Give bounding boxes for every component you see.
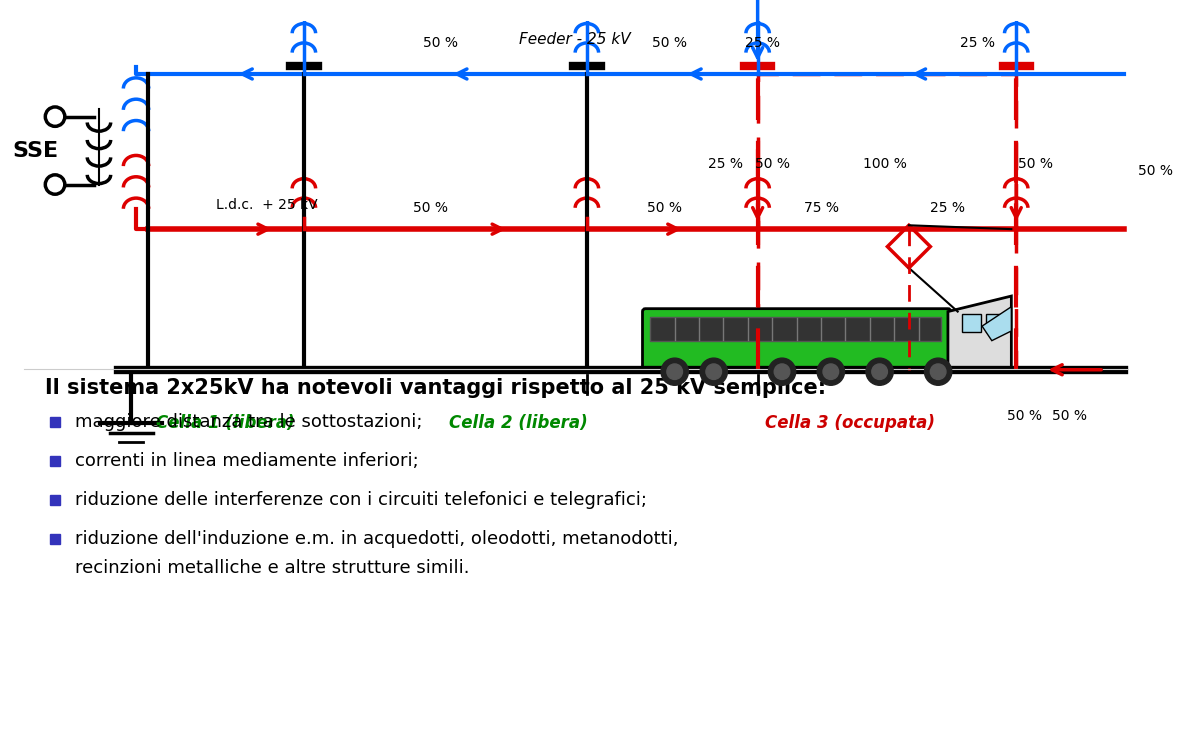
Text: recinzioni metalliche e altre strutture simili.: recinzioni metalliche e altre strutture … xyxy=(74,558,470,577)
Text: SSE: SSE xyxy=(13,141,59,160)
Circle shape xyxy=(872,364,887,380)
Circle shape xyxy=(706,364,722,380)
Circle shape xyxy=(823,364,839,380)
FancyBboxPatch shape xyxy=(643,308,951,371)
Text: Cella 1 (libera): Cella 1 (libera) xyxy=(157,414,295,432)
Polygon shape xyxy=(947,296,1011,368)
Text: 50 %: 50 % xyxy=(1006,408,1042,423)
Circle shape xyxy=(930,364,946,380)
Text: 25 %: 25 % xyxy=(931,200,965,214)
Text: 50 %: 50 % xyxy=(647,200,683,214)
Text: 25 %: 25 % xyxy=(707,157,743,171)
Text: maggiore distanza tra le sottostazioni;: maggiore distanza tra le sottostazioni; xyxy=(74,413,423,431)
Text: 25 %: 25 % xyxy=(959,36,995,50)
Circle shape xyxy=(661,358,689,386)
Text: 25 %: 25 % xyxy=(745,36,780,50)
Text: L.d.c.  + 25 kV: L.d.c. + 25 kV xyxy=(217,198,318,211)
Circle shape xyxy=(866,358,893,386)
Circle shape xyxy=(817,358,844,386)
Text: 75 %: 75 % xyxy=(804,200,838,214)
Text: 50 %: 50 % xyxy=(413,200,448,214)
Text: riduzione delle interferenze con i circuiti telefonici e telegrafici;: riduzione delle interferenze con i circu… xyxy=(74,491,646,509)
Text: Cella 3 (occupata): Cella 3 (occupata) xyxy=(765,414,936,432)
FancyBboxPatch shape xyxy=(986,314,1005,332)
Text: 50 %: 50 % xyxy=(754,157,790,171)
Polygon shape xyxy=(982,307,1011,340)
Text: Il sistema 2x25kV ha notevoli vantaggi rispetto al 25 kV semplice:: Il sistema 2x25kV ha notevoli vantaggi r… xyxy=(45,378,826,399)
Text: 50 %: 50 % xyxy=(652,36,687,50)
Circle shape xyxy=(924,358,952,386)
Text: 100 %: 100 % xyxy=(863,157,906,171)
Circle shape xyxy=(769,358,796,386)
Text: Feeder - 25 kV: Feeder - 25 kV xyxy=(519,31,631,47)
Text: 50 %: 50 % xyxy=(423,36,458,50)
Text: correnti in linea mediamente inferiori;: correnti in linea mediamente inferiori; xyxy=(74,452,418,470)
Circle shape xyxy=(667,364,683,380)
FancyBboxPatch shape xyxy=(962,314,982,332)
Circle shape xyxy=(700,358,727,386)
Text: 50 %: 50 % xyxy=(1138,164,1173,178)
FancyBboxPatch shape xyxy=(651,317,942,340)
Text: Cella 2 (libera): Cella 2 (libera) xyxy=(450,414,588,432)
Text: riduzione dell'induzione e.m. in acquedotti, oleodotti, metanodotti,: riduzione dell'induzione e.m. in acquedo… xyxy=(74,529,678,547)
Circle shape xyxy=(774,364,790,380)
Text: 50 %: 50 % xyxy=(1052,408,1088,423)
Text: 50 %: 50 % xyxy=(1018,157,1053,171)
Bar xyxy=(758,74,1016,370)
